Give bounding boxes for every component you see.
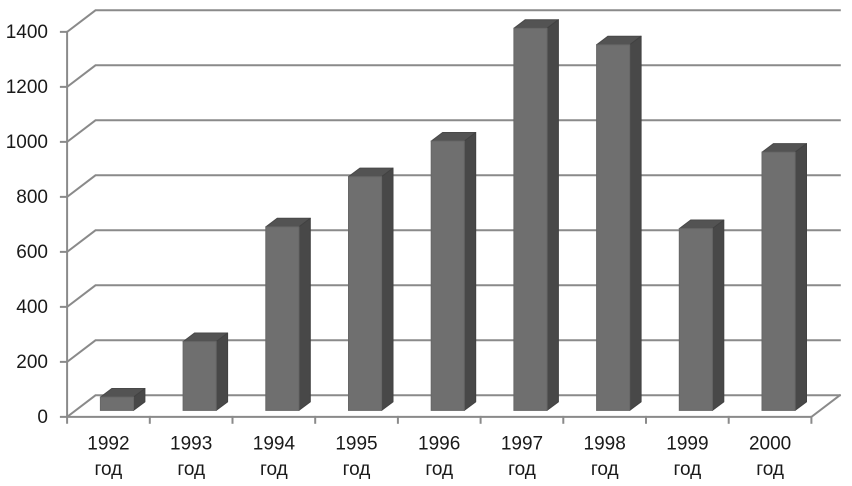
svg-text:год: год bbox=[508, 459, 536, 480]
svg-text:год: год bbox=[95, 459, 123, 480]
svg-text:год: год bbox=[591, 459, 619, 480]
svg-text:год: год bbox=[674, 459, 702, 480]
svg-text:2000: 2000 bbox=[749, 433, 791, 454]
svg-text:1995: 1995 bbox=[335, 433, 377, 454]
svg-text:1999: 1999 bbox=[666, 433, 708, 454]
svg-text:400: 400 bbox=[16, 297, 48, 318]
svg-text:800: 800 bbox=[16, 187, 48, 208]
svg-text:год: год bbox=[756, 459, 784, 480]
svg-text:год: год bbox=[343, 459, 371, 480]
svg-text:1200: 1200 bbox=[6, 77, 48, 98]
svg-text:600: 600 bbox=[16, 242, 48, 263]
svg-text:год: год bbox=[260, 459, 288, 480]
svg-text:200: 200 bbox=[16, 352, 48, 373]
svg-text:год: год bbox=[425, 459, 453, 480]
svg-text:0: 0 bbox=[37, 407, 48, 428]
svg-text:1997: 1997 bbox=[501, 433, 543, 454]
svg-text:1992: 1992 bbox=[87, 433, 129, 454]
svg-text:1400: 1400 bbox=[6, 22, 48, 43]
svg-text:1000: 1000 bbox=[6, 132, 48, 153]
svg-text:1993: 1993 bbox=[170, 433, 212, 454]
svg-text:1996: 1996 bbox=[418, 433, 460, 454]
svg-text:год: год bbox=[177, 459, 205, 480]
svg-text:1998: 1998 bbox=[584, 433, 626, 454]
svg-text:1994: 1994 bbox=[253, 433, 296, 454]
